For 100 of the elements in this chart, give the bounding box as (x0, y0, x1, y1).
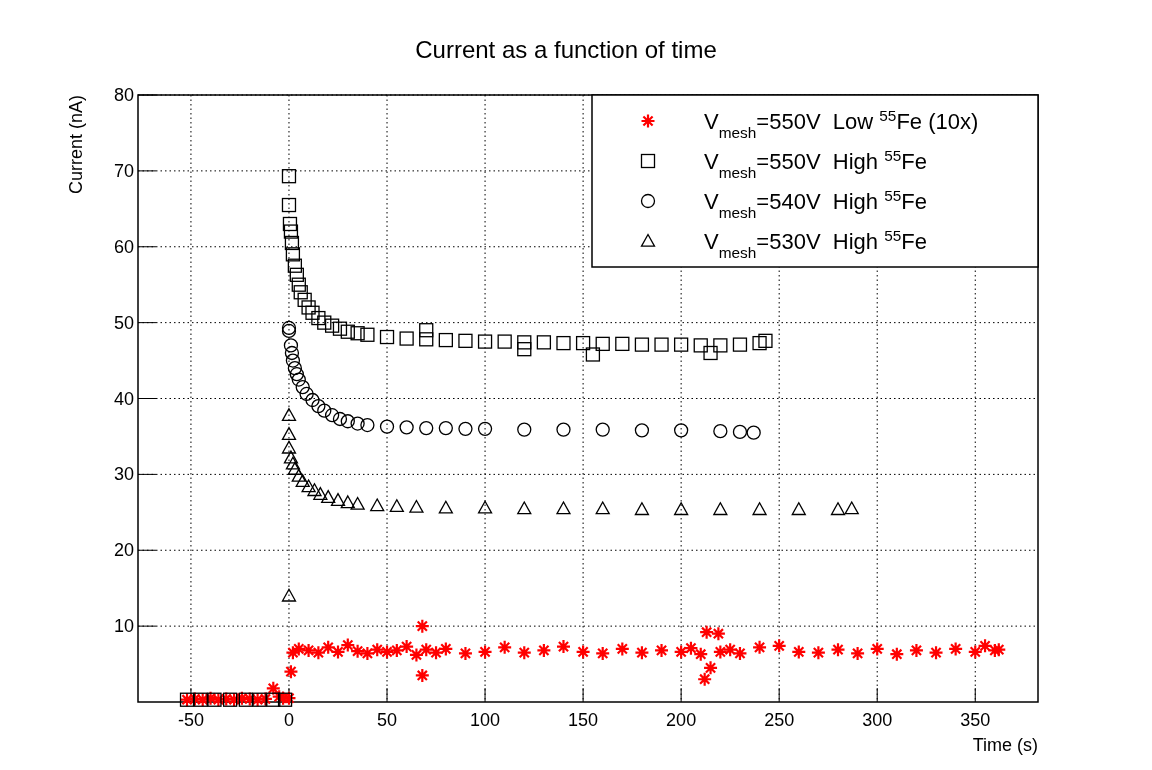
point (517, 342, 532, 357)
point (419, 332, 434, 347)
point (746, 425, 761, 440)
x-tick-label: 250 (764, 710, 795, 730)
point (556, 501, 571, 515)
y-tick-label: 20 (113, 540, 134, 561)
point (285, 353, 301, 368)
point (360, 327, 375, 342)
x-tick-label: 0 (283, 710, 294, 730)
point (238, 692, 253, 707)
point (517, 422, 532, 437)
chart-title: Current as a function of time (415, 36, 717, 63)
point (313, 486, 328, 500)
point (703, 345, 718, 361)
point (284, 235, 300, 251)
point (281, 440, 297, 454)
point (305, 305, 320, 320)
legend-label: V$_{mesh}$=550V Low $^{55}$Fe (10x) (704, 106, 979, 141)
point (293, 285, 308, 300)
point (287, 361, 303, 376)
point (752, 335, 767, 351)
point (340, 324, 355, 339)
point (317, 315, 332, 330)
point (575, 335, 591, 351)
point (634, 423, 650, 438)
point (284, 345, 300, 361)
point (595, 422, 610, 437)
point (350, 416, 365, 431)
point (311, 398, 326, 414)
point (419, 323, 434, 338)
point (360, 417, 375, 433)
point (291, 277, 306, 292)
point (497, 334, 512, 349)
point (791, 502, 806, 516)
point (317, 403, 332, 418)
point (673, 502, 689, 516)
point (282, 216, 298, 232)
point (752, 502, 767, 516)
y-tick-label: 80 (113, 85, 134, 105)
point (350, 326, 365, 341)
point (321, 489, 336, 503)
point (634, 337, 650, 352)
point (713, 423, 728, 439)
point (844, 501, 859, 515)
point (295, 379, 310, 395)
point (324, 318, 340, 333)
point (477, 334, 493, 349)
point (713, 338, 728, 353)
point (289, 367, 304, 382)
point (291, 468, 306, 482)
y-tick-label: 70 (113, 160, 134, 181)
x-tick-label: 350 (960, 710, 991, 730)
point (615, 336, 630, 352)
point (830, 502, 846, 516)
point (266, 692, 281, 707)
point (732, 337, 748, 352)
legend-label: V$_{mesh}$=530V High $^{55}$Fe (704, 226, 927, 261)
legend-label: V$_{mesh}$=550V High $^{55}$Fe (704, 146, 927, 181)
point (283, 224, 299, 239)
y-tick-label: 10 (113, 616, 134, 637)
point (297, 292, 312, 308)
point (289, 267, 304, 282)
y-tick-label: 40 (113, 388, 134, 409)
point (634, 502, 650, 516)
point (399, 420, 414, 435)
point (389, 499, 404, 513)
point (281, 169, 297, 184)
point (340, 414, 355, 429)
point (285, 456, 301, 470)
point (283, 338, 299, 353)
x-tick-label: 150 (568, 710, 599, 730)
point (556, 335, 571, 351)
point (585, 347, 601, 362)
point (458, 421, 473, 436)
point (758, 333, 773, 348)
point (223, 692, 238, 707)
x-tick-label: -50 (177, 710, 204, 730)
x-tick-label: 50 (377, 710, 398, 730)
point (332, 411, 348, 427)
point (281, 408, 297, 422)
point (517, 501, 532, 515)
point (379, 419, 395, 434)
point (207, 692, 222, 707)
point (693, 338, 708, 353)
point (595, 336, 610, 352)
point (370, 498, 385, 512)
point (477, 421, 493, 436)
x-axis-title: Time (s) (972, 735, 1038, 755)
point (556, 422, 571, 437)
point (281, 427, 297, 441)
legend-label: V$_{mesh}$=540V High $^{55}$Fe (704, 186, 927, 221)
point (330, 493, 346, 507)
y-tick-label: 50 (113, 312, 134, 333)
point (301, 300, 316, 315)
point (324, 408, 340, 423)
point (379, 329, 395, 345)
point (438, 420, 453, 436)
point (713, 502, 728, 516)
point (536, 335, 552, 350)
y-tick-label: 30 (113, 464, 134, 485)
